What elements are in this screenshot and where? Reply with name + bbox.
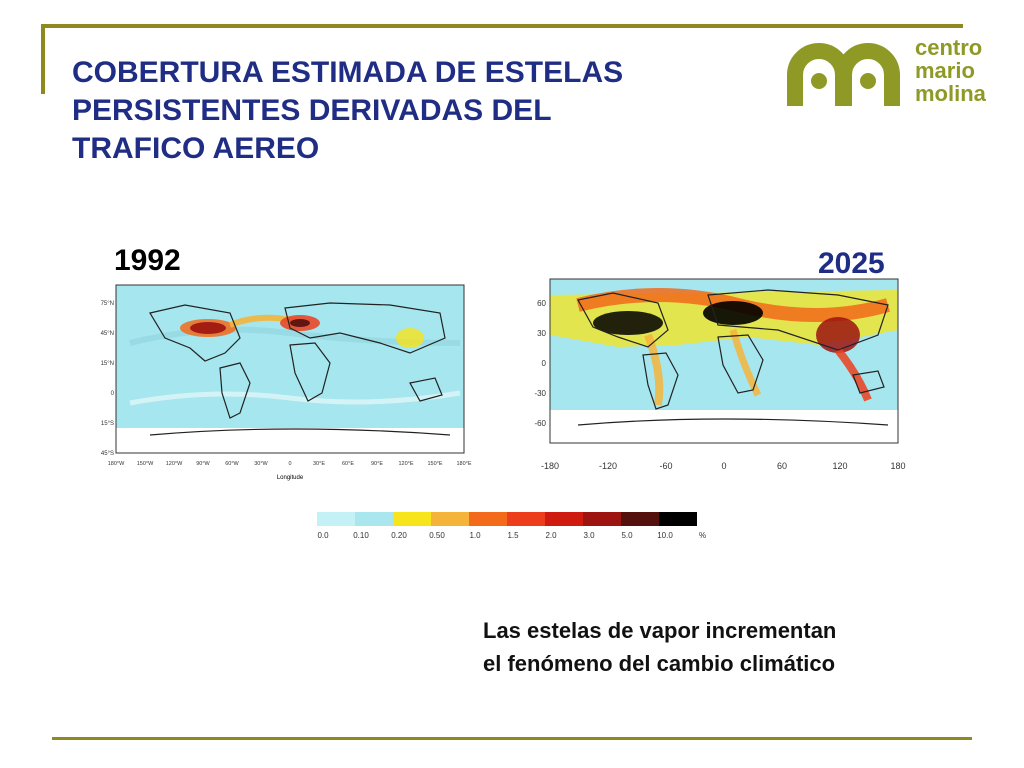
map-1992-lat-tick: 45°N: [101, 331, 114, 337]
contrail-hotspot-asia: [816, 317, 860, 353]
top-rule: [44, 24, 963, 28]
coastline-australia: [409, 377, 443, 402]
map-1992-lat-tick: 0: [111, 391, 115, 397]
caption-line-1: Las estelas de vapor incrementan: [483, 618, 837, 643]
legend-swatch: [507, 512, 545, 526]
contrail-hotspot-na: [593, 311, 663, 335]
coastline-africa: [717, 334, 764, 394]
map-2025-lat-tick: 0: [542, 359, 547, 368]
coastline-south-america: [219, 362, 251, 419]
logo-line-mario: mario: [915, 58, 975, 83]
legend-unit: %: [699, 531, 706, 540]
logo-line-molina: molina: [915, 81, 986, 106]
coastline-australia: [852, 370, 885, 394]
legend-label: 3.0: [583, 531, 595, 540]
title-line-2: PERSISTENTES DERIVADAS DEL: [72, 94, 552, 127]
year-label-1992: 1992: [114, 244, 181, 277]
map-2025-lat-tick: 60: [537, 299, 546, 308]
map-1992-lon-tick: 120°E: [398, 461, 413, 467]
coastline-north-america: [149, 304, 241, 362]
legend-swatch: [431, 512, 469, 526]
legend-label: 0.20: [391, 531, 407, 540]
legend-label: 0.0: [317, 531, 329, 540]
map-1992-lat-tick: 15°S: [101, 421, 114, 427]
legend-label: 0.10: [353, 531, 369, 540]
coastline-antarctica: [577, 418, 889, 426]
contrail-hotspot-eu: [703, 301, 763, 325]
coastline-antarctica: [149, 428, 451, 436]
legend-label: 2.0: [545, 531, 557, 540]
map-frame: [115, 284, 465, 454]
contrail-route-south-america: [644, 333, 664, 406]
caption-text: Las estelas de vapor incrementan el fenó…: [483, 614, 836, 680]
map-2025-lon-tick: 60: [777, 461, 787, 471]
map-1992-lon-tick: 90°E: [371, 461, 383, 467]
coastline-eurasia: [707, 289, 889, 351]
legend-label: 0.50: [429, 531, 445, 540]
contrail-map-2025: 60 30 0 -30 -60 -180 -120 -60 0 60 120 180: [534, 278, 906, 471]
legend-swatch: [659, 512, 697, 526]
title-line-3: TRAFICO AEREO: [72, 132, 320, 165]
bottom-rule: [52, 737, 972, 740]
slide-title: COBERTURA ESTIMADA DE ESTELAS PERSISTENT…: [72, 54, 752, 168]
contrail-hotspot-asia: [396, 328, 424, 348]
map-1992-lon-tick: 180°E: [456, 461, 471, 467]
map-1992-lon-tick: 90°W: [196, 461, 210, 467]
legend-swatch: [355, 512, 393, 526]
map-2025-lon-tick: -60: [659, 461, 672, 471]
map-1992-lon-tick: 150°W: [137, 461, 154, 467]
map-2025-lon-tick: -180: [541, 461, 559, 471]
legend-label: 10.0: [657, 531, 673, 540]
map-1992-lon-tick: 30°E: [313, 461, 325, 467]
left-rule: [41, 24, 45, 94]
map-1992-lon-tick: 180°W: [108, 461, 125, 467]
flight-corridor: [129, 390, 461, 406]
map-1992-lon-tick: 30°W: [254, 461, 268, 467]
map-1992-x-axis-label: Longitude: [277, 475, 304, 481]
map-frame: [549, 278, 899, 444]
map-1992-lon-tick: 120°W: [166, 461, 183, 467]
logo-mark-icon: [787, 43, 900, 106]
coastline-africa: [289, 342, 331, 402]
centro-mario-molina-logo: centro mario molina: [786, 36, 1001, 108]
map-1992-lat-tick: 15°N: [101, 361, 114, 367]
map-1992-lon-tick: 60°E: [342, 461, 354, 467]
contrail-map-1992: 75°N 45°N 15°N 0 15°S 45°S 180°W 150°W 120°W 90°…: [101, 284, 472, 481]
contrail-hotspot-na-core: [190, 322, 226, 334]
map-2025-lon-tick: 120: [832, 461, 847, 471]
logo-wordmark: centro mario molina: [915, 36, 986, 105]
map-1992-lat-tick: 75°N: [101, 301, 114, 307]
map-1992-lon-tick: 150°E: [427, 461, 442, 467]
map-2025-lat-tick: -60: [534, 419, 546, 428]
legend-swatch: [469, 512, 507, 526]
coastline-eurasia: [284, 302, 446, 354]
year-label-2025: 2025: [818, 247, 885, 280]
map-2025-lat-tick: -30: [534, 389, 546, 398]
coastline-north-america: [577, 292, 669, 348]
color-scale-legend: 0.0 0.10 0.20 0.50 1.0 1.5 2.0 3.0 5.0 10.0%: [317, 512, 706, 540]
title-line-1: COBERTURA ESTIMADA DE ESTELAS: [72, 56, 624, 89]
caption-line-2: el fenómeno del cambio climático: [483, 651, 836, 676]
map-2025-lon-tick: -120: [599, 461, 617, 471]
map-1992-lon-tick: 60°W: [225, 461, 239, 467]
map-2025-lon-tick: 0: [721, 461, 726, 471]
legend-swatch: [317, 512, 355, 526]
map-1992-lat-tick: 45°S: [101, 451, 114, 457]
legend-swatch: [393, 512, 431, 526]
legend-swatch: [545, 512, 583, 526]
map-2025-lat-tick: 30: [537, 329, 546, 338]
legend-label: 1.0: [469, 531, 481, 540]
legend-label: 5.0: [621, 531, 633, 540]
logo-line-centro: centro: [915, 35, 983, 60]
map-2025-polar: [550, 410, 898, 443]
map-2025-lon-tick: 180: [890, 461, 905, 471]
map-1992-lon-tick: 0: [288, 461, 291, 467]
legend-swatch: [621, 512, 659, 526]
legend-swatch: [583, 512, 621, 526]
legend-label: 1.5: [507, 531, 519, 540]
coastline-south-america: [642, 352, 679, 410]
contrail-hotspot-eu-core: [290, 319, 310, 327]
